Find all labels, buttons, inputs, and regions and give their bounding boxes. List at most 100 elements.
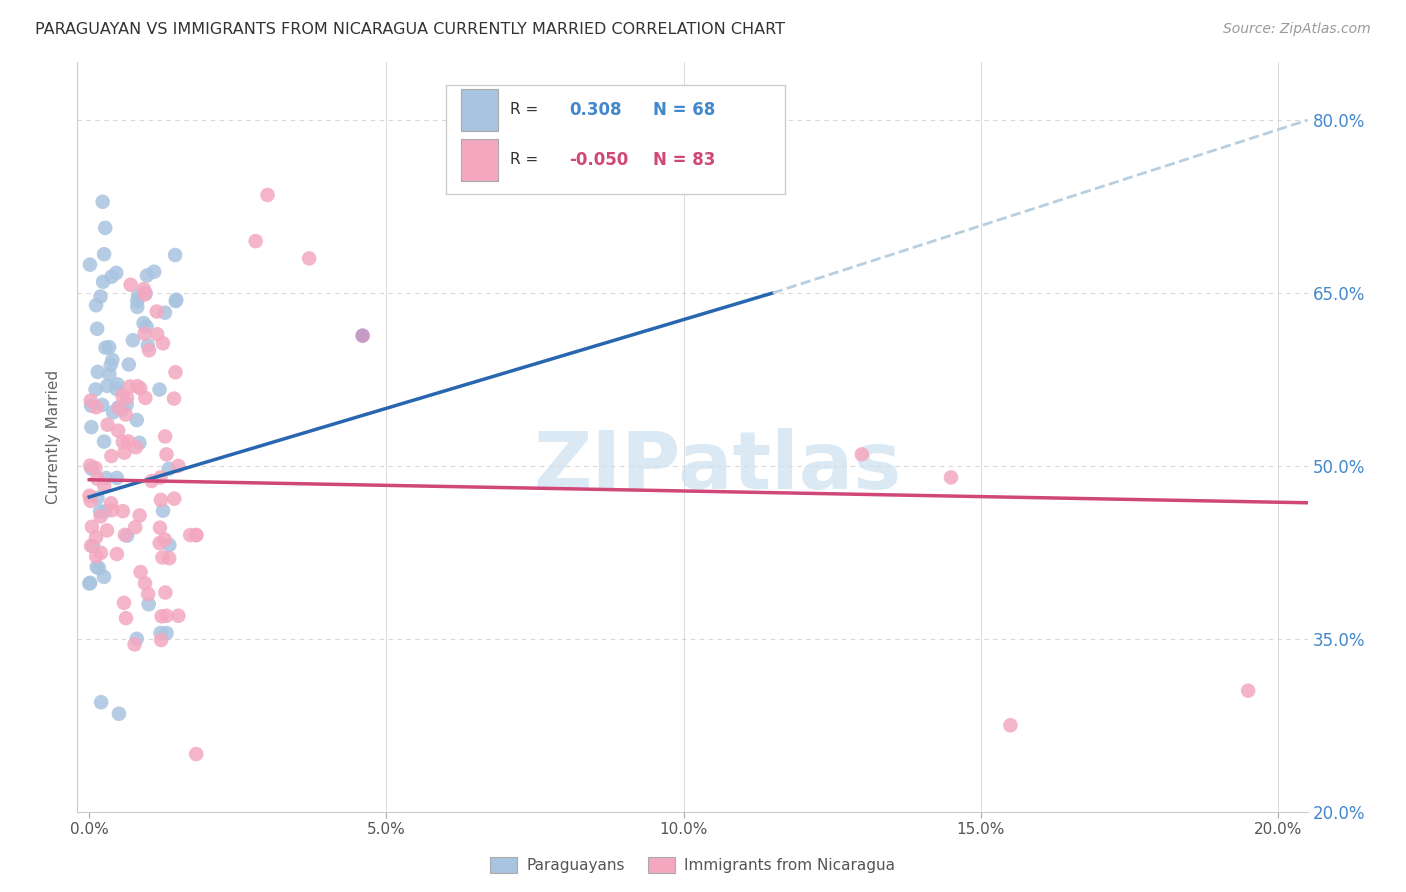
Bar	[461, 89, 498, 130]
Point	[141, 474, 163, 488]
Point	[149, 536, 172, 550]
Point	[105, 382, 128, 396]
Point	[157, 551, 180, 566]
Point	[80, 520, 103, 534]
Point	[108, 401, 131, 416]
Point	[127, 300, 149, 314]
Bar	[461, 139, 498, 180]
Point	[127, 289, 149, 303]
Point	[87, 561, 110, 575]
Point	[108, 706, 131, 721]
Point	[124, 520, 146, 534]
Point	[148, 383, 170, 397]
Point	[93, 570, 115, 584]
Point	[82, 539, 104, 553]
Point	[80, 420, 103, 434]
Point	[155, 585, 177, 599]
Point	[352, 328, 374, 343]
Point	[114, 408, 136, 422]
Point	[129, 381, 152, 395]
Point	[298, 252, 321, 266]
Point	[111, 434, 134, 449]
Point	[84, 461, 107, 475]
Point	[84, 401, 107, 415]
Point	[89, 504, 111, 518]
Point	[111, 504, 134, 518]
Point	[94, 504, 117, 518]
Point	[138, 343, 160, 358]
Point	[112, 446, 135, 460]
Point	[1237, 683, 1260, 698]
Point	[153, 306, 176, 320]
Point	[115, 529, 138, 543]
Point	[186, 747, 208, 761]
Point	[80, 399, 103, 413]
Point	[134, 391, 156, 405]
Point	[94, 220, 117, 235]
Point	[150, 633, 173, 648]
Point	[149, 470, 172, 484]
Point	[79, 493, 101, 508]
Point	[79, 458, 101, 473]
Point	[128, 508, 150, 523]
Point	[98, 340, 121, 354]
Point	[163, 491, 186, 506]
Point	[125, 440, 148, 454]
Point	[186, 528, 208, 542]
Point	[79, 489, 101, 503]
Point	[132, 316, 155, 330]
Point	[80, 393, 103, 408]
Point	[179, 528, 201, 542]
Text: N = 68: N = 68	[654, 101, 716, 119]
Point	[101, 352, 124, 367]
Point	[132, 282, 155, 296]
Point	[79, 576, 101, 591]
Point	[105, 547, 128, 561]
Point	[125, 413, 148, 427]
Point	[94, 341, 117, 355]
Point	[101, 503, 124, 517]
Point	[91, 275, 114, 289]
Point	[136, 268, 159, 283]
Point	[127, 293, 149, 308]
Point	[91, 194, 114, 209]
Point	[851, 447, 873, 461]
Point	[100, 358, 122, 372]
Point	[167, 608, 190, 623]
Point	[107, 424, 129, 438]
Point	[93, 479, 115, 493]
Point	[124, 637, 146, 651]
Point	[97, 417, 120, 432]
Point	[149, 626, 172, 640]
Point	[101, 405, 124, 419]
Point	[152, 336, 174, 351]
Point	[136, 338, 159, 352]
Point	[165, 248, 187, 262]
Point	[129, 565, 152, 579]
Point	[84, 383, 107, 397]
Point	[98, 368, 121, 382]
Point	[112, 596, 135, 610]
Point	[107, 401, 129, 415]
Point	[127, 379, 149, 393]
Point	[93, 247, 115, 261]
Y-axis label: Currently Married: Currently Married	[46, 370, 62, 504]
Point	[149, 521, 172, 535]
FancyBboxPatch shape	[447, 85, 785, 194]
Point	[157, 538, 180, 552]
Text: R =: R =	[510, 153, 538, 168]
Point	[165, 294, 187, 309]
Point	[256, 188, 278, 202]
Point	[165, 293, 187, 307]
Point	[128, 435, 150, 450]
Point	[114, 528, 136, 542]
Point	[134, 326, 156, 341]
Point	[134, 576, 156, 591]
Point	[939, 470, 962, 484]
Point	[118, 358, 141, 372]
Point	[152, 503, 174, 517]
Point	[100, 449, 122, 463]
Point	[93, 434, 115, 449]
Point	[155, 608, 177, 623]
Point	[86, 491, 108, 505]
